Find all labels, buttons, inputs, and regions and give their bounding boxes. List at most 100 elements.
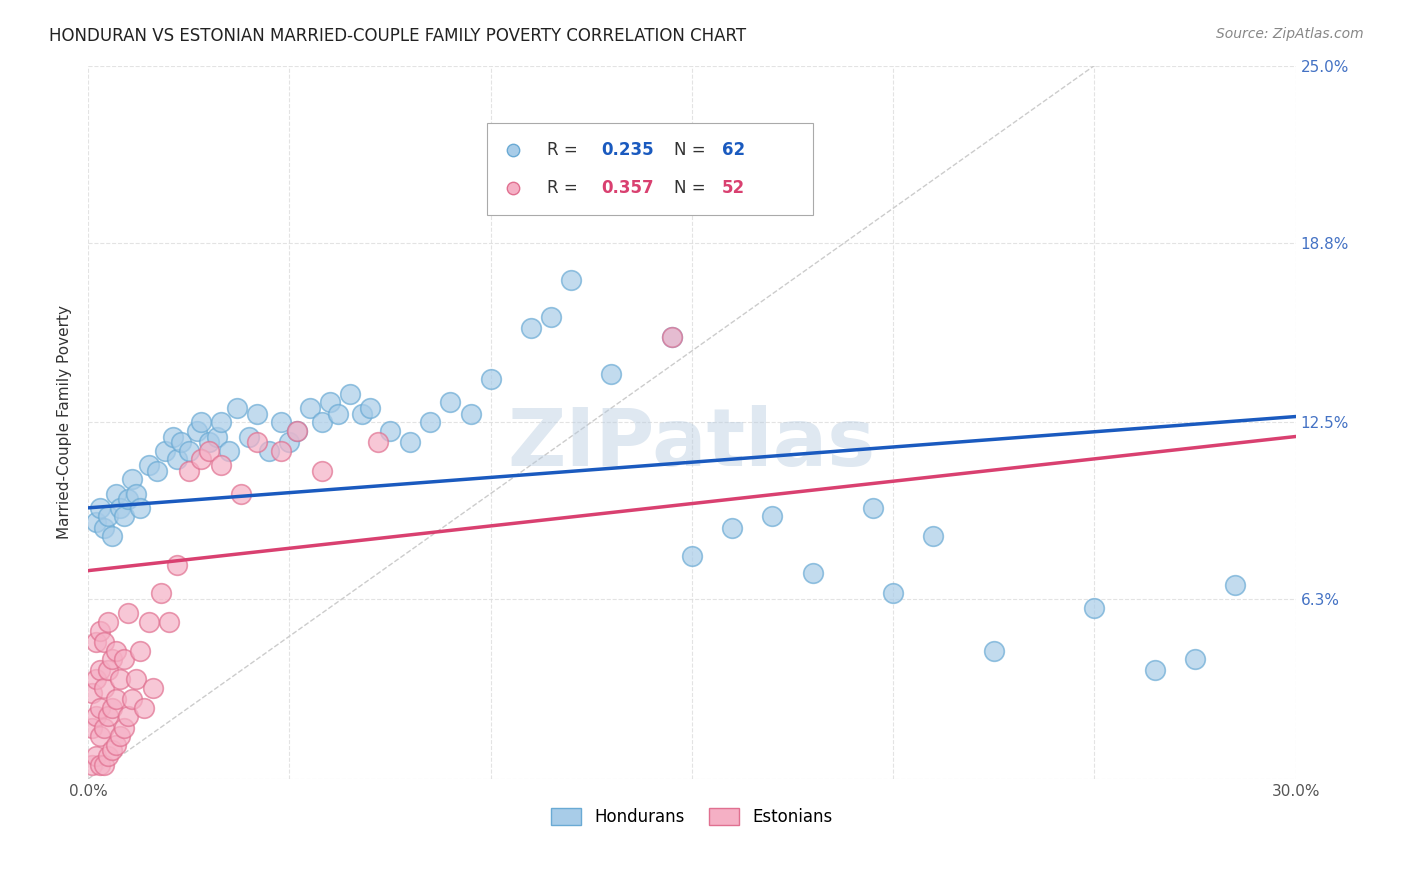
Point (89, 729, 111, 743)
Point (681, 549, 703, 564)
Point (101, 743, 124, 757)
Point (190, 415, 212, 429)
Point (399, 435, 422, 450)
Point (560, 272, 582, 286)
Point (110, 672, 132, 686)
Point (287, 424, 309, 438)
Point (259, 443, 281, 458)
FancyBboxPatch shape (486, 123, 813, 215)
Point (186, 424, 208, 438)
Point (198, 443, 221, 458)
Point (105, 692, 128, 706)
Point (721, 521, 744, 535)
Point (238, 429, 260, 443)
Point (218, 443, 240, 458)
Point (141, 681, 163, 695)
Text: 52: 52 (723, 179, 745, 197)
Point (198, 435, 221, 450)
Legend: Hondurans, Estonians: Hondurans, Estonians (543, 800, 841, 835)
Point (112, 721, 135, 735)
Point (419, 415, 441, 429)
Point (97, 509, 120, 524)
Point (1083, 600, 1105, 615)
Point (93, 521, 115, 535)
Point (1143, 664, 1166, 678)
Point (134, 700, 156, 714)
Point (117, 607, 139, 621)
Text: ZIPatlas: ZIPatlas (508, 405, 876, 483)
Point (117, 709, 139, 723)
Point (270, 415, 292, 429)
Point (89, 757, 111, 772)
Point (157, 615, 180, 629)
Point (862, 500, 884, 515)
Point (311, 464, 333, 478)
Point (520, 321, 543, 335)
Point (93, 721, 115, 735)
Text: Source: ZipAtlas.com: Source: ZipAtlas.com (1216, 27, 1364, 41)
Point (84, 672, 107, 686)
Point (101, 700, 124, 714)
Point (600, 367, 623, 381)
Point (125, 486, 148, 500)
Point (93, 681, 115, 695)
Point (84, 515, 107, 529)
Point (84, 709, 107, 723)
Point (326, 407, 349, 421)
Point (89, 500, 111, 515)
Point (246, 435, 269, 450)
Text: R =: R = (547, 141, 583, 159)
Point (270, 443, 292, 458)
Point (145, 464, 167, 478)
Point (93, 635, 115, 649)
Point (129, 500, 152, 515)
Point (110, 729, 132, 743)
Point (125, 672, 148, 686)
Point (149, 586, 172, 600)
Text: N =: N = (673, 179, 710, 197)
Y-axis label: Married-Couple Family Poverty: Married-Couple Family Poverty (58, 305, 72, 540)
Point (661, 329, 683, 343)
Point (661, 329, 683, 343)
Point (209, 458, 232, 472)
Text: 0.235: 0.235 (602, 141, 654, 159)
Point (97, 749, 120, 764)
Point (84, 749, 107, 764)
Text: HONDURAN VS ESTONIAN MARRIED-COUPLE FAMILY POVERTY CORRELATION CHART: HONDURAN VS ESTONIAN MARRIED-COUPLE FAMI… (49, 27, 747, 45)
Point (318, 395, 340, 409)
Point (205, 429, 228, 443)
Text: 62: 62 (723, 141, 745, 159)
Point (138, 458, 160, 472)
Point (82, 686, 104, 700)
Point (246, 407, 269, 421)
Point (82, 757, 104, 772)
Point (84, 635, 107, 649)
Point (138, 615, 160, 629)
Point (82, 721, 104, 735)
Text: 0.357: 0.357 (602, 179, 654, 197)
Point (105, 643, 128, 657)
Point (209, 415, 232, 429)
Point (983, 643, 1005, 657)
Point (190, 452, 212, 467)
Text: R =: R = (547, 179, 583, 197)
Point (97, 709, 120, 723)
Point (311, 415, 333, 429)
Point (166, 452, 188, 467)
Point (367, 435, 389, 450)
Point (89, 624, 111, 638)
Point (101, 652, 124, 666)
Point (153, 443, 176, 458)
Point (359, 401, 381, 415)
Point (378, 424, 401, 438)
Point (89, 664, 111, 678)
Point (97, 615, 120, 629)
Point (166, 558, 188, 572)
Point (339, 386, 361, 401)
Point (121, 692, 143, 706)
Point (1184, 652, 1206, 666)
Point (1225, 578, 1247, 592)
Point (226, 401, 249, 415)
Point (170, 435, 193, 450)
Point (761, 509, 783, 524)
